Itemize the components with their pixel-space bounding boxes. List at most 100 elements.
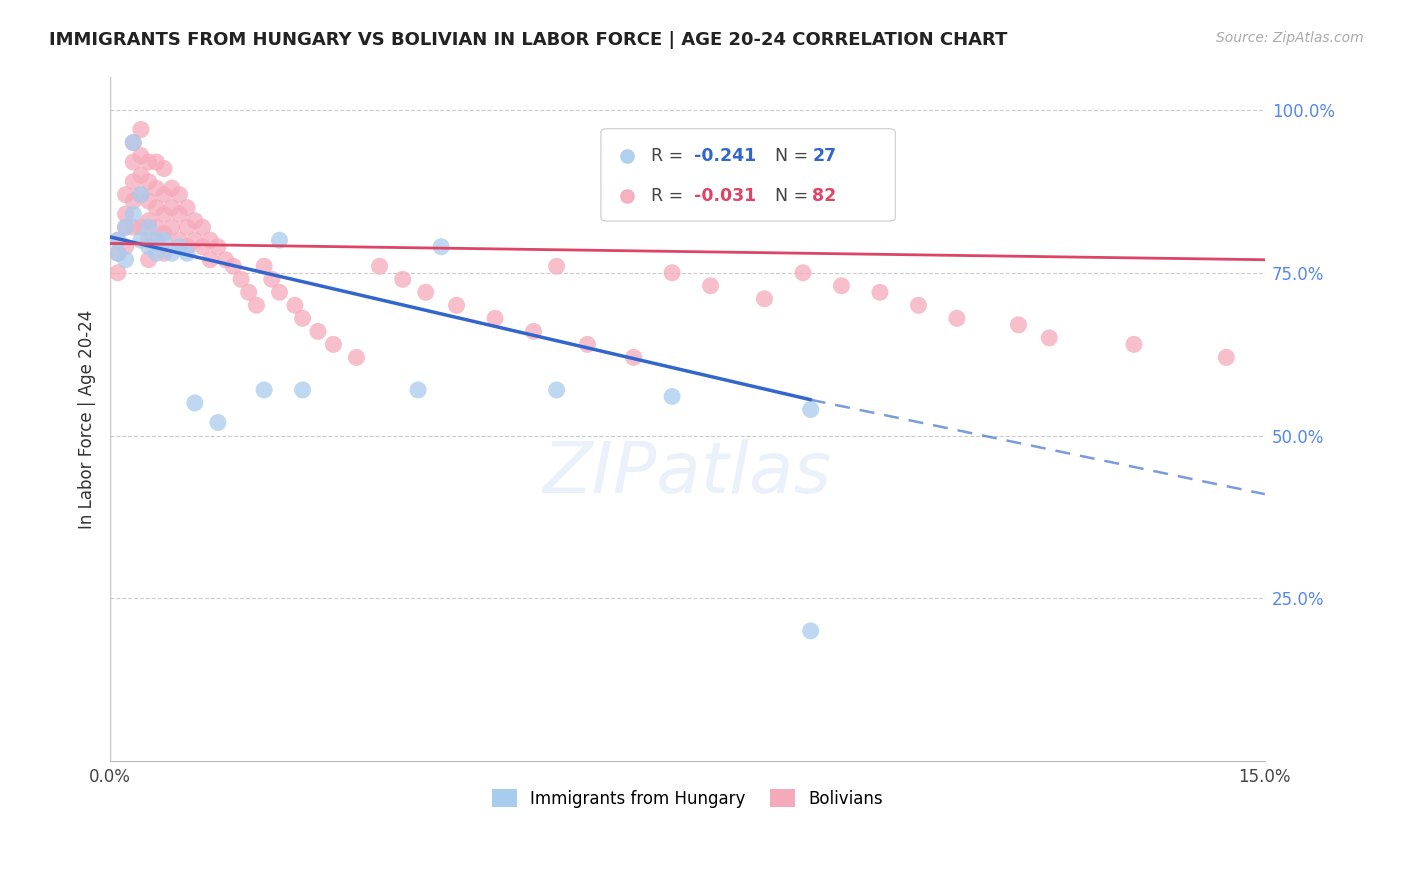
Text: N =: N = <box>763 187 814 205</box>
Point <box>1038 331 1060 345</box>
Point <box>907 298 929 312</box>
Point <box>122 136 145 150</box>
Point <box>138 194 160 208</box>
Point <box>346 351 368 365</box>
Point <box>122 175 145 189</box>
Point <box>169 240 191 254</box>
Point <box>153 233 176 247</box>
Point <box>200 252 222 267</box>
Point <box>546 383 568 397</box>
Point <box>661 389 683 403</box>
Point <box>406 383 429 397</box>
Point <box>623 351 645 365</box>
Point <box>522 324 544 338</box>
Text: -0.241: -0.241 <box>695 147 756 165</box>
Point <box>153 246 176 260</box>
Y-axis label: In Labor Force | Age 20-24: In Labor Force | Age 20-24 <box>79 310 96 529</box>
Point <box>107 266 129 280</box>
Point <box>800 402 823 417</box>
Point <box>129 187 152 202</box>
Point <box>291 383 314 397</box>
Point <box>245 298 267 312</box>
Point <box>160 220 183 235</box>
Point <box>129 187 152 202</box>
Point <box>430 240 453 254</box>
Point <box>1007 318 1029 332</box>
Point <box>145 155 167 169</box>
Point <box>368 259 391 273</box>
Point <box>191 240 214 254</box>
Point <box>114 207 136 221</box>
Point <box>145 220 167 235</box>
Text: ZIPatlas: ZIPatlas <box>543 440 832 508</box>
Point <box>207 416 229 430</box>
Point <box>122 220 145 235</box>
Point <box>160 181 183 195</box>
Point <box>145 181 167 195</box>
Point <box>661 266 683 280</box>
Point <box>114 220 136 235</box>
Point <box>291 311 314 326</box>
Point <box>129 148 152 162</box>
Point <box>160 201 183 215</box>
Point <box>269 233 291 247</box>
Text: -0.031: -0.031 <box>695 187 756 205</box>
Point <box>200 233 222 247</box>
Point <box>107 233 129 247</box>
Point <box>184 233 207 247</box>
Text: 82: 82 <box>813 187 837 205</box>
Point <box>284 298 307 312</box>
Point <box>122 136 145 150</box>
Point <box>191 220 214 235</box>
Point <box>446 298 468 312</box>
Text: N =: N = <box>763 147 814 165</box>
Text: Source: ZipAtlas.com: Source: ZipAtlas.com <box>1216 31 1364 45</box>
Point <box>129 122 152 136</box>
Point <box>114 252 136 267</box>
Point <box>253 383 276 397</box>
Point <box>484 311 506 326</box>
Point <box>238 285 260 300</box>
Text: R =: R = <box>651 187 689 205</box>
Point <box>153 161 176 176</box>
Point <box>122 207 145 221</box>
Point <box>869 285 891 300</box>
Point <box>122 194 145 208</box>
Point <box>754 292 776 306</box>
Point <box>1215 351 1237 365</box>
Point <box>222 259 245 273</box>
Point <box>169 207 191 221</box>
Point <box>792 266 814 280</box>
Point <box>184 213 207 227</box>
Point <box>229 272 252 286</box>
Point <box>114 220 136 235</box>
Point <box>176 220 198 235</box>
Point <box>138 240 160 254</box>
Point <box>129 168 152 182</box>
Point <box>546 259 568 273</box>
Legend: Immigrants from Hungary, Bolivians: Immigrants from Hungary, Bolivians <box>485 783 890 814</box>
Point <box>307 324 329 338</box>
Point <box>253 259 276 273</box>
Point <box>145 246 167 260</box>
Point <box>138 155 160 169</box>
Point <box>153 227 176 241</box>
Point <box>138 220 160 235</box>
Point <box>114 187 136 202</box>
Point <box>138 252 160 267</box>
Point <box>946 311 969 326</box>
Point <box>129 220 152 235</box>
Point <box>169 187 191 202</box>
Text: R =: R = <box>651 147 689 165</box>
Point <box>800 624 823 638</box>
Point <box>207 240 229 254</box>
Point <box>576 337 599 351</box>
Point <box>391 272 413 286</box>
Point <box>145 233 167 247</box>
Point <box>129 233 152 247</box>
FancyBboxPatch shape <box>600 128 896 221</box>
Point <box>107 246 129 260</box>
Point <box>260 272 283 286</box>
Text: IMMIGRANTS FROM HUNGARY VS BOLIVIAN IN LABOR FORCE | AGE 20-24 CORRELATION CHART: IMMIGRANTS FROM HUNGARY VS BOLIVIAN IN L… <box>49 31 1008 49</box>
Point <box>145 201 167 215</box>
